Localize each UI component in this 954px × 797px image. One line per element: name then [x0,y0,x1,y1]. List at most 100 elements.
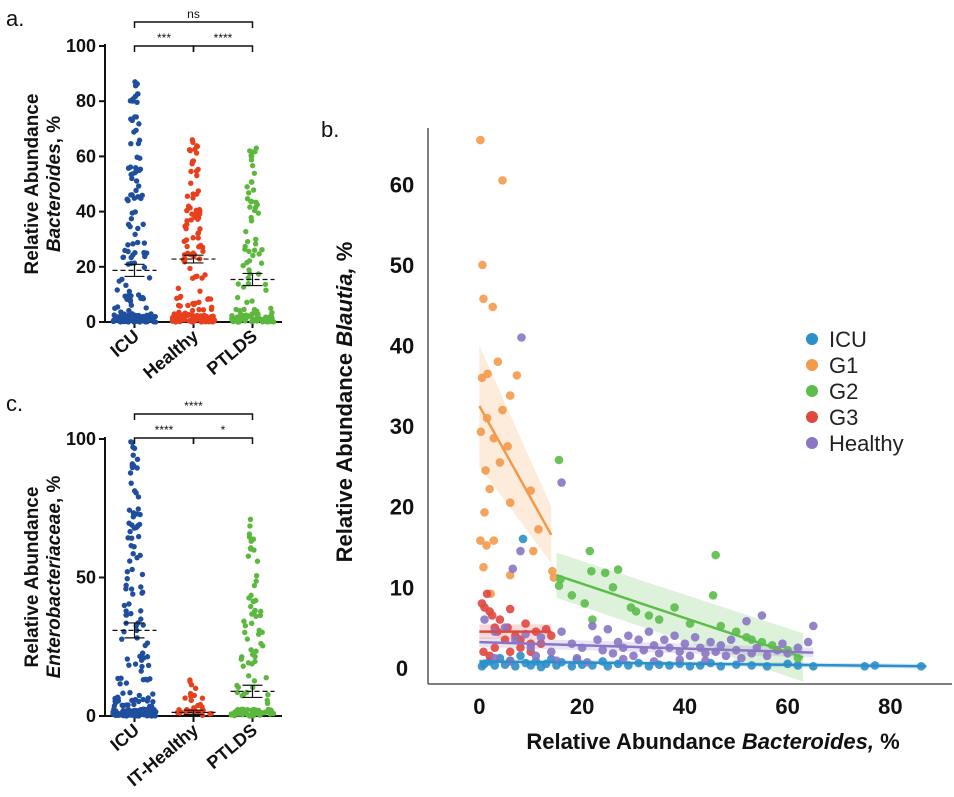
data-point [476,135,485,145]
data-point [252,204,259,211]
data-point [194,273,200,279]
significance-label: **** [155,423,174,437]
data-point [613,565,623,574]
data-point [188,697,194,703]
data-point [195,230,201,237]
panel-b-y-tick-label: 20 [390,495,414,520]
data-point [265,692,271,698]
data-point [193,150,200,156]
data-point [253,578,259,584]
data-point [139,294,146,301]
data-point [244,238,251,245]
data-point [133,313,139,319]
data-point [211,317,218,323]
data-point [182,256,188,262]
data-point [148,713,155,719]
data-point [128,610,134,617]
data-point [129,464,136,471]
data-point [124,293,131,299]
data-point [179,313,185,319]
significance-bracket [133,413,254,420]
data-point [187,678,193,685]
data-point [128,480,134,486]
data-point [125,197,131,204]
data-point [254,558,261,564]
data-point [245,553,252,559]
data-point [128,116,134,122]
data-point [126,662,132,668]
data-point [241,691,247,698]
data-point [127,223,133,230]
data-point [536,632,546,642]
data-point [128,260,134,267]
data-point [603,624,613,634]
data-point [251,608,258,615]
panel-b-x-axis-label: Relative Abundance Bacteroides, % [526,729,899,754]
significance-label: **** [214,31,233,45]
data-point [139,663,145,670]
data-point [518,534,528,544]
data-point [138,668,144,674]
data-point [125,535,131,541]
data-point [138,608,144,614]
panel-b-y-tick-label: 50 [390,253,414,278]
data-point [115,675,121,682]
data-point [534,524,543,534]
data-point [123,282,129,289]
data-point [129,192,135,198]
data-point [600,568,610,578]
data-point [119,636,125,642]
data-point [137,708,143,714]
data-point [190,235,196,241]
data-point [498,176,507,185]
data-point [481,466,490,475]
data-point [244,299,250,305]
panel-b-x-tick-label: 20 [570,694,594,719]
data-point [548,566,557,576]
data-point [150,698,156,705]
data-point [234,689,241,696]
data-point [240,663,246,669]
data-point [479,647,488,657]
data-point [588,621,597,631]
data-point [130,452,136,458]
data-point [701,649,710,658]
data-point [711,550,720,560]
data-point [208,304,215,310]
data-point [141,655,147,661]
data-point [123,608,129,614]
data-point [125,248,131,255]
data-point [196,206,203,213]
data-point [185,203,192,209]
data-point [644,627,654,636]
data-point [516,643,525,653]
data-point [189,312,195,318]
data-point [194,216,201,222]
data-point [247,523,253,529]
data-point [191,692,198,699]
data-point [249,298,255,304]
x-tick-label: ICU [106,326,143,361]
data-point [131,488,138,494]
data-point [803,637,813,647]
data-point [125,242,131,248]
data-point [476,427,486,437]
y-tick-label: 80 [76,91,96,111]
data-point [517,333,526,342]
data-point [603,661,613,671]
data-point [476,536,485,545]
data-point [152,313,158,320]
data-point [258,608,264,615]
data-point [126,601,132,607]
data-point [134,81,140,87]
data-point [245,190,252,196]
data-point [670,631,679,640]
data-point [130,444,136,450]
significance-label: **** [184,399,203,413]
data-point [258,260,265,266]
data-point [125,702,131,708]
data-point [248,620,255,626]
data-point [675,655,685,665]
data-point [489,536,499,545]
